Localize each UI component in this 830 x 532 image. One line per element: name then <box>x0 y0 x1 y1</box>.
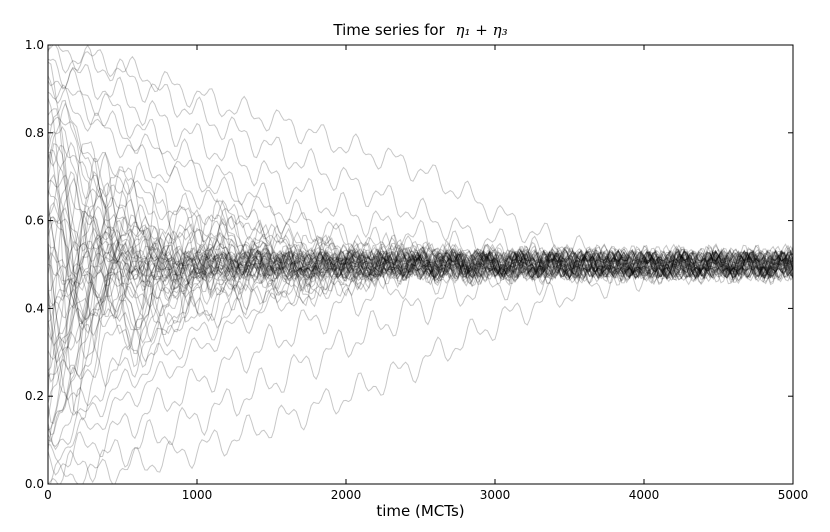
texture-trajectory-32 <box>48 241 793 292</box>
texture-trajectory-30 <box>48 149 793 318</box>
texture-trajectory-27 <box>48 141 793 344</box>
series-layer <box>48 45 793 484</box>
x-tick-label: 2000 <box>331 488 362 502</box>
series-line-10 <box>48 243 793 484</box>
texture-trajectory-11 <box>48 210 793 364</box>
y-tick-label: 0.4 <box>25 301 44 315</box>
texture-trajectory-4 <box>48 198 793 436</box>
series-line-11 <box>48 244 793 476</box>
texture-trajectory-37 <box>48 61 793 388</box>
plot-frame <box>47 44 794 485</box>
texture-trajectory-34 <box>48 213 793 352</box>
x-tick-label: 0 <box>44 488 52 502</box>
texture-trajectory-19 <box>48 161 793 421</box>
texture-trajectory-25 <box>48 141 793 420</box>
series-line-12 <box>48 248 793 463</box>
texture-trajectory-36 <box>48 126 793 344</box>
texture-trajectory-22 <box>48 102 793 363</box>
y-tick-label: 0.2 <box>25 389 44 403</box>
texture-trajectory-18 <box>48 171 793 320</box>
texture-trajectory-39 <box>48 177 793 396</box>
texture-trajectory-5 <box>48 236 793 307</box>
x-axis: 0 1000 2000 3000 4000 5000 <box>44 45 808 502</box>
y-tick-label: 0.0 <box>25 477 44 491</box>
texture-trajectory-17 <box>48 184 793 404</box>
texture-trajectory-1 <box>48 189 793 308</box>
series-line-6 <box>48 116 793 279</box>
texture-trajectory-15 <box>48 98 793 417</box>
series-line-8 <box>48 174 793 283</box>
series-line-15 <box>48 246 793 378</box>
chart-title: Time series for η₁ + η₃ <box>332 21 507 39</box>
texture-trajectory-13 <box>48 219 793 372</box>
texture-trajectory-8 <box>48 215 793 378</box>
texture-trajectory-23 <box>48 170 793 383</box>
plot-background <box>48 45 793 484</box>
chart-title-text: Time series for <box>332 21 445 39</box>
series-line-18 <box>48 243 793 319</box>
y-tick-label: 0.8 <box>25 126 44 140</box>
plot-area <box>47 44 794 485</box>
texture-trajectory-3 <box>48 218 793 323</box>
texture-trajectory-31 <box>48 240 793 283</box>
series-line-16 <box>48 249 793 361</box>
texture-trajectory-20 <box>48 250 793 280</box>
texture-trajectory-28 <box>48 207 793 288</box>
texture-trajectory-14 <box>48 166 793 401</box>
series-line-17 <box>48 215 793 281</box>
texture-trajectory-12 <box>48 194 793 451</box>
series-line-14 <box>48 244 793 431</box>
texture-trajectory-33 <box>48 151 793 337</box>
x-tick-label: 1000 <box>182 488 213 502</box>
series-line-3 <box>48 58 793 285</box>
texture-trajectory-26 <box>48 214 793 347</box>
series-line-19 <box>48 75 793 282</box>
texture-trajectory-2 <box>48 167 793 443</box>
series-line-13 <box>48 243 793 451</box>
chart-title-math: η₁ + η₃ <box>455 21 507 39</box>
texture-trajectory-29 <box>48 209 793 317</box>
texture-trajectory-38 <box>48 173 793 326</box>
texture-trajectory-7 <box>48 108 793 334</box>
x-tick-label: 4000 <box>629 488 660 502</box>
series-line-1 <box>48 45 793 281</box>
x-tick-label: 3000 <box>480 488 511 502</box>
series-line-7 <box>48 144 793 286</box>
texture-trajectory-24 <box>48 157 793 425</box>
series-line-20 <box>48 247 793 448</box>
y-tick-label: 1.0 <box>25 38 44 52</box>
texture-trajectory-21 <box>48 201 793 321</box>
series-line-9 <box>48 245 793 484</box>
texture-trajectory-6 <box>48 142 793 360</box>
y-tick-label: 0.6 <box>25 214 44 228</box>
series-line-5 <box>48 84 793 281</box>
series-line-2 <box>48 45 793 283</box>
texture-trajectory-10 <box>48 99 793 368</box>
texture-trajectory-16 <box>48 201 793 324</box>
texture-trajectory-9 <box>48 238 793 288</box>
y-axis: 0.0 0.2 0.4 0.6 0.8 1.0 <box>25 38 793 491</box>
series-line-4 <box>48 67 793 284</box>
texture-trajectory-35 <box>48 211 793 341</box>
texture-trajectory-40 <box>48 217 793 291</box>
x-axis-label: time (MCTs) <box>376 502 464 520</box>
x-tick-label: 5000 <box>778 488 809 502</box>
